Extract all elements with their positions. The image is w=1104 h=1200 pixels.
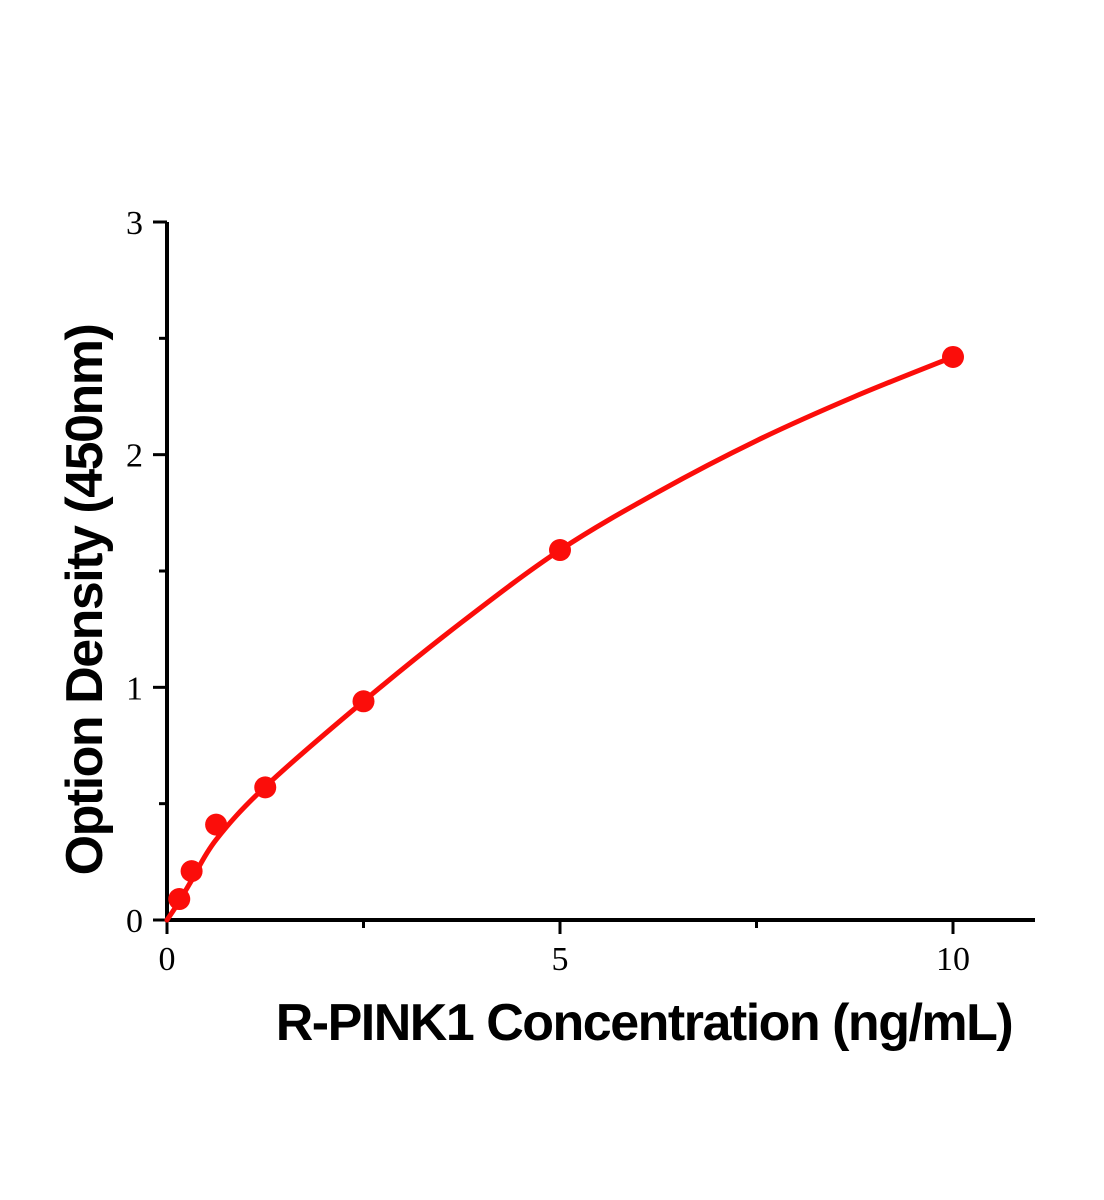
data-point bbox=[168, 888, 191, 911]
y-tick-label: 3 bbox=[126, 205, 143, 242]
y-tick-label: 2 bbox=[126, 438, 143, 475]
y-tick-label: 1 bbox=[126, 670, 143, 707]
fit-curve bbox=[164, 354, 956, 923]
tick-layer: 0 5 10 0 1 2 3 bbox=[126, 205, 970, 978]
x-tick-label: 0 bbox=[159, 941, 176, 978]
data-point bbox=[549, 539, 571, 562]
data-point bbox=[352, 690, 375, 713]
data-point bbox=[254, 776, 277, 799]
x-tick-label: 5 bbox=[552, 941, 569, 978]
data-point bbox=[180, 860, 203, 883]
data-point bbox=[942, 345, 964, 368]
axes-layer bbox=[165, 222, 1035, 922]
series-layer bbox=[164, 345, 964, 923]
axis-spine bbox=[165, 222, 1035, 922]
y-axis-title: Option Density (450nm) bbox=[56, 325, 114, 876]
data-point bbox=[205, 813, 228, 836]
x-tick-label: 10 bbox=[936, 941, 970, 978]
x-axis-title: R-PINK1 Concentration (ng/mL) bbox=[276, 994, 1012, 1052]
y-tick-label: 0 bbox=[126, 903, 143, 940]
